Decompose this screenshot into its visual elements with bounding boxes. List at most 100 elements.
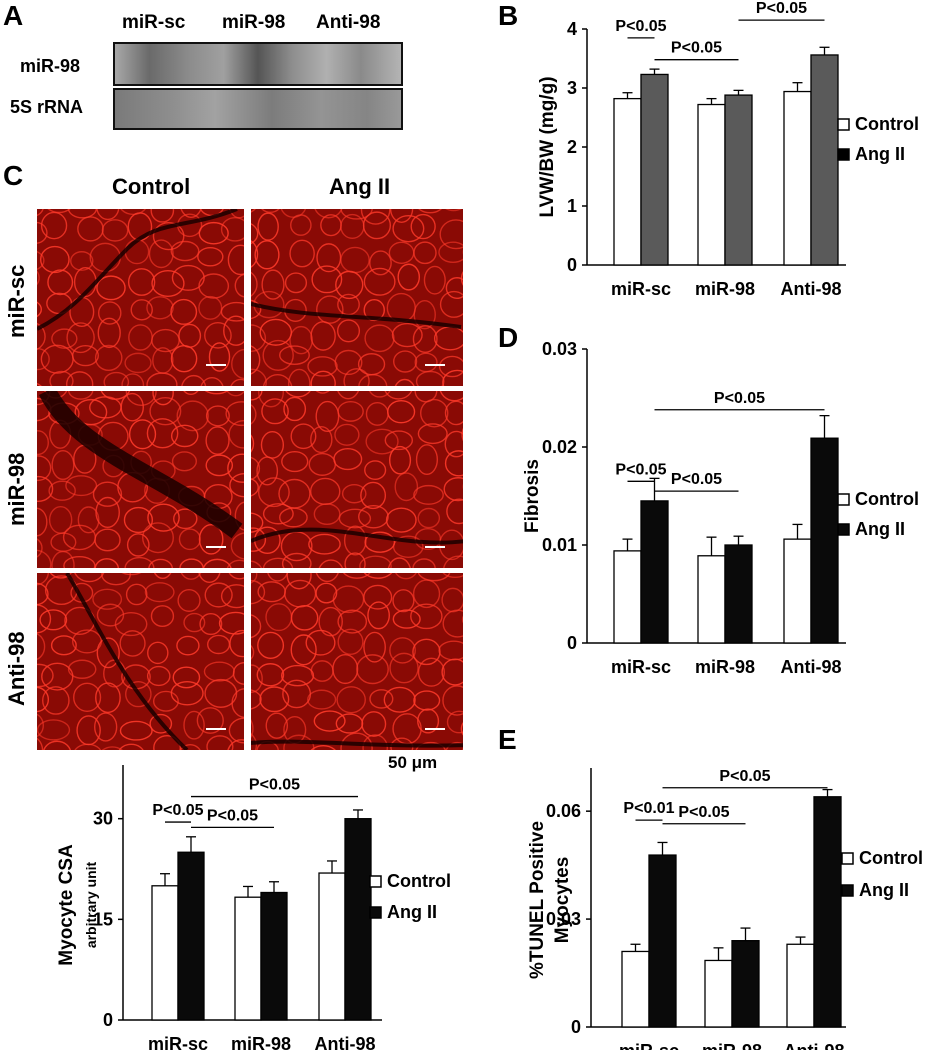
bar-D-control-0	[613, 550, 642, 644]
micrograph-texture	[37, 209, 244, 386]
x-tick-label: miR-sc	[148, 1034, 208, 1050]
x-tick-label: Anti-98	[783, 1041, 844, 1050]
bar-C-ang-ii-0	[177, 851, 205, 1021]
x-tick-label: miR-98	[695, 657, 755, 677]
y-tick-label: 2	[567, 137, 577, 157]
bar-C-control-1	[234, 896, 262, 1021]
bar-B-control-1	[697, 103, 726, 266]
bar-D-ang-ii-0	[640, 500, 669, 644]
y-tick-label: 3	[567, 78, 577, 98]
y-tick-label: 0	[567, 255, 577, 275]
bar-D-ang-ii-1	[724, 544, 753, 644]
legend-swatch	[837, 523, 850, 536]
blot-row-label: miR-98	[20, 56, 81, 76]
legend-label: Ang II	[387, 902, 437, 922]
significance-label: P<0.05	[671, 40, 722, 57]
legend-swatch	[841, 852, 854, 865]
significance-label: P<0.05	[756, 0, 807, 17]
bar-E-ang-ii-2	[813, 796, 842, 1028]
micrograph-texture	[251, 209, 463, 386]
x-tick-label: Anti-98	[780, 279, 841, 299]
panel-letter-c: C	[3, 160, 24, 191]
scale-bar	[206, 364, 226, 366]
significance-label: P<0.05	[719, 768, 770, 785]
panel-letter-d: D	[498, 322, 519, 353]
legend-swatch	[841, 884, 854, 897]
y-tick-label: 0.03	[546, 909, 581, 929]
micrograph-anti98-control	[37, 573, 244, 750]
blot-column-label: miR-98	[222, 12, 286, 33]
x-tick-label: Anti-98	[314, 1034, 375, 1050]
significance-label: P<0.05	[615, 18, 666, 35]
x-tick-label: Anti-98	[780, 657, 841, 677]
y-axis-label-secondary: arbitrary unit	[83, 861, 99, 948]
significance-label: P<0.05	[615, 461, 666, 478]
blot-band-5s-rrna	[113, 88, 403, 130]
blot-row-label: 5S rRNA	[10, 97, 84, 117]
y-axis-label: %TUNEL Positive	[527, 821, 548, 979]
blot-column-label: Anti-98	[316, 12, 381, 33]
scale-bar	[425, 364, 445, 366]
y-tick-label: 0.02	[542, 437, 577, 457]
legend-swatch	[369, 875, 382, 888]
y-tick-label: 15	[93, 909, 113, 929]
significance-label: P<0.05	[207, 807, 258, 824]
bar-B-ang-ii-2	[810, 54, 839, 266]
micrograph-texture	[251, 573, 463, 750]
bar-C-ang-ii-2	[344, 818, 372, 1021]
legend-label: Ang II	[855, 519, 905, 539]
legend-label: Ang II	[859, 880, 909, 900]
significance-label: P<0.05	[152, 802, 203, 819]
legend-label: Control	[855, 489, 919, 509]
y-tick-label: 0	[571, 1017, 581, 1037]
y-axis-label: Fibrosis	[522, 459, 543, 533]
bar-C-control-2	[318, 872, 346, 1021]
bar-B-ang-ii-1	[724, 94, 753, 266]
y-tick-label: 0.03	[542, 339, 577, 359]
x-tick-label: miR-98	[231, 1034, 291, 1050]
bar-C-control-0	[151, 885, 179, 1021]
panel-letter-e: E	[498, 724, 517, 755]
x-tick-label: miR-sc	[619, 1041, 679, 1050]
significance-label: P<0.05	[714, 390, 765, 407]
panel-letter-b: B	[498, 0, 519, 31]
significance-label: P<0.05	[249, 777, 300, 794]
y-tick-label: 0.06	[546, 801, 581, 821]
x-tick-label: miR-sc	[611, 657, 671, 677]
bar-E-control-0	[621, 950, 650, 1028]
micrograph-anti98-angii	[251, 573, 463, 750]
micrograph-texture	[37, 391, 244, 568]
micrograph-texture	[251, 391, 463, 568]
blot-band-mir98	[113, 42, 403, 86]
legend-label: Control	[387, 871, 451, 891]
significance-label: P<0.05	[678, 804, 729, 821]
micrograph-misc-control	[37, 209, 244, 386]
legend-swatch	[837, 493, 850, 506]
bar-B-control-2	[783, 90, 812, 266]
scale-bar-label: 50 μm	[388, 753, 438, 772]
y-tick-label: 4	[567, 19, 577, 39]
significance-label: P<0.05	[671, 471, 722, 488]
micrograph-mir98-control	[37, 391, 244, 568]
micrograph-mir98-angii	[251, 391, 463, 568]
bar-C-ang-ii-1	[260, 891, 288, 1021]
x-tick-label: miR-98	[695, 279, 755, 299]
y-tick-label: 0	[567, 633, 577, 653]
y-axis-label: LVW/BW (mg/g)	[537, 76, 558, 217]
significance-label: P<0.01	[623, 800, 674, 817]
bar-B-control-0	[613, 97, 642, 266]
y-tick-label: 1	[567, 196, 577, 216]
scale-bar	[206, 546, 226, 548]
scale-bar	[206, 728, 226, 730]
blot-column-label: miR-sc	[122, 12, 186, 33]
bar-E-ang-ii-1	[731, 940, 760, 1028]
micrograph-column-label: Control	[112, 174, 191, 199]
scale-bar	[425, 728, 445, 730]
x-tick-label: miR-98	[702, 1041, 762, 1050]
bar-E-control-2	[786, 943, 815, 1028]
micrograph-column-label: Ang II	[329, 174, 391, 199]
scale-bar	[425, 546, 445, 548]
legend-swatch	[369, 906, 382, 919]
legend-swatch	[837, 118, 850, 131]
